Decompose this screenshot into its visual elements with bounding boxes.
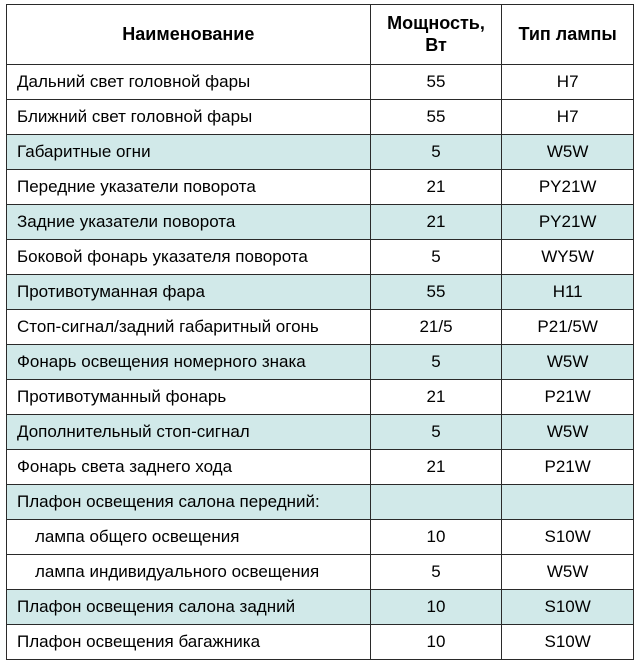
cell-type: S10W (502, 520, 634, 555)
cell-type: H11 (502, 275, 634, 310)
cell-name: Передние указатели поворота (7, 170, 371, 205)
cell-type: H7 (502, 100, 634, 135)
table-row: Плафон освещения багажника10S10W (7, 625, 634, 660)
cell-type: W5W (502, 555, 634, 590)
cell-name: лампа общего освещения (7, 520, 371, 555)
cell-type: P21/5W (502, 310, 634, 345)
cell-type: H7 (502, 65, 634, 100)
cell-name: Дальний свет головной фары (7, 65, 371, 100)
table-row: Стоп-сигнал/задний габаритный огонь21/5P… (7, 310, 634, 345)
table-row: лампа индивидуального освещения5W5W (7, 555, 634, 590)
table-row: Плафон освещения салона задний10S10W (7, 590, 634, 625)
cell-type: S10W (502, 625, 634, 660)
table-row: Фонарь освещения номерного знака5W5W (7, 345, 634, 380)
cell-type: W5W (502, 345, 634, 380)
table-row: Ближний свет головной фары55H7 (7, 100, 634, 135)
cell-type: W5W (502, 135, 634, 170)
cell-type: P21W (502, 450, 634, 485)
cell-power: 10 (370, 520, 502, 555)
table-row: Задние указатели поворота21PY21W (7, 205, 634, 240)
col-type: Тип лампы (502, 5, 634, 65)
table-row: Противотуманный фонарь21P21W (7, 380, 634, 415)
cell-name: Противотуманный фонарь (7, 380, 371, 415)
cell-power: 55 (370, 65, 502, 100)
cell-name: Ближний свет головной фары (7, 100, 371, 135)
cell-power: 21 (370, 450, 502, 485)
cell-power: 21/5 (370, 310, 502, 345)
lamp-table: Наименование Мощность, Вт Тип лампы Даль… (6, 4, 634, 660)
table-row: Передние указатели поворота21PY21W (7, 170, 634, 205)
cell-name: Плафон освещения салона передний: (7, 485, 371, 520)
cell-name: Плафон освещения багажника (7, 625, 371, 660)
cell-name: лампа индивидуального освещения (7, 555, 371, 590)
cell-name: Стоп-сигнал/задний габаритный огонь (7, 310, 371, 345)
table-header-row: Наименование Мощность, Вт Тип лампы (7, 5, 634, 65)
table-row: Габаритные огни5W5W (7, 135, 634, 170)
cell-type: PY21W (502, 205, 634, 240)
table-row: лампа общего освещения10S10W (7, 520, 634, 555)
cell-power: 10 (370, 625, 502, 660)
table-row: Фонарь света заднего хода21P21W (7, 450, 634, 485)
cell-name: Противотуманная фара (7, 275, 371, 310)
cell-power: 5 (370, 555, 502, 590)
cell-power: 21 (370, 170, 502, 205)
cell-type: WY5W (502, 240, 634, 275)
cell-name: Плафон освещения салона задний (7, 590, 371, 625)
cell-power: 5 (370, 240, 502, 275)
cell-power: 55 (370, 275, 502, 310)
cell-name: Боковой фонарь указателя поворота (7, 240, 371, 275)
table-row: Противотуманная фара55H11 (7, 275, 634, 310)
cell-type (502, 485, 634, 520)
cell-power: 5 (370, 415, 502, 450)
page: Наименование Мощность, Вт Тип лампы Даль… (0, 0, 640, 640)
cell-power: 5 (370, 135, 502, 170)
cell-power: 5 (370, 345, 502, 380)
cell-name: Габаритные огни (7, 135, 371, 170)
table-row: Плафон освещения салона передний: (7, 485, 634, 520)
cell-type: S10W (502, 590, 634, 625)
cell-type: PY21W (502, 170, 634, 205)
cell-name: Фонарь освещения номерного знака (7, 345, 371, 380)
cell-power: 55 (370, 100, 502, 135)
cell-power: 21 (370, 380, 502, 415)
cell-power: 21 (370, 205, 502, 240)
cell-name: Дополнительный стоп-сигнал (7, 415, 371, 450)
cell-type: W5W (502, 415, 634, 450)
table-row: Дополнительный стоп-сигнал5W5W (7, 415, 634, 450)
table-row: Дальний свет головной фары55H7 (7, 65, 634, 100)
cell-type: P21W (502, 380, 634, 415)
table-row: Боковой фонарь указателя поворота5WY5W (7, 240, 634, 275)
col-name: Наименование (7, 5, 371, 65)
cell-power (370, 485, 502, 520)
col-power: Мощность, Вт (370, 5, 502, 65)
cell-name: Фонарь света заднего хода (7, 450, 371, 485)
cell-name: Задние указатели поворота (7, 205, 371, 240)
cell-power: 10 (370, 590, 502, 625)
